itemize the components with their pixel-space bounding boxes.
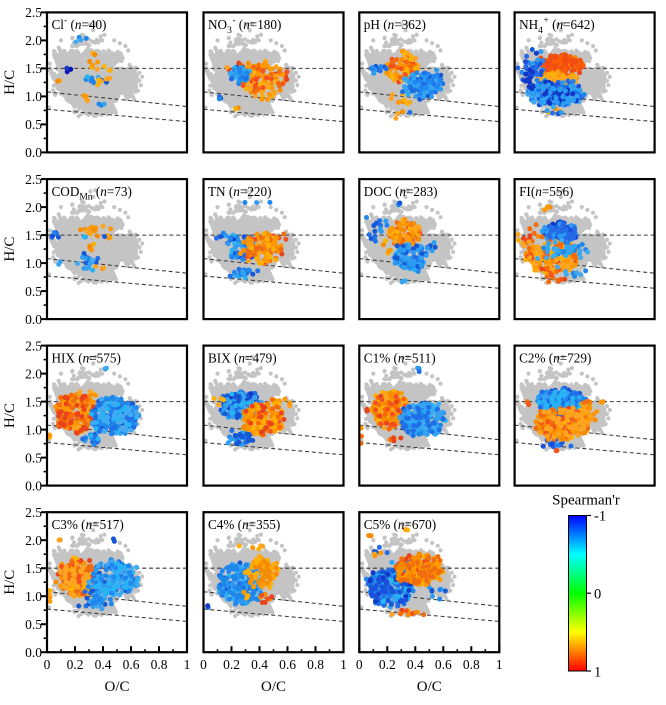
svg-text:0: 0 [44, 657, 51, 672]
svg-text:2.0: 2.0 [25, 366, 42, 381]
svg-text:1.0: 1.0 [25, 422, 42, 437]
svg-text:pH (n=362): pH (n=362) [364, 17, 426, 32]
svg-text:FI(n=556): FI(n=556) [519, 184, 573, 199]
svg-text:C4% (n=355): C4% (n=355) [208, 517, 280, 532]
svg-text:TN (n=220): TN (n=220) [208, 184, 272, 199]
svg-text:NO3- (n=180): NO3- (n=180) [208, 16, 281, 36]
svg-text:0.5: 0.5 [25, 284, 42, 299]
svg-text:1: 1 [496, 657, 503, 672]
svg-text:BIX (n=479): BIX (n=479) [208, 350, 277, 365]
svg-text:0.2: 0.2 [379, 657, 396, 672]
svg-text:-1: -1 [594, 509, 606, 525]
svg-text:0.2: 0.2 [223, 657, 240, 672]
svg-text:NH4+ (n=642): NH4+ (n=642) [519, 16, 595, 36]
svg-text:CODMn (n=73): CODMn (n=73) [52, 184, 132, 203]
svg-text:0.0: 0.0 [25, 645, 42, 660]
svg-text:1.5: 1.5 [25, 61, 42, 76]
svg-text:2.5: 2.5 [25, 338, 42, 353]
svg-text:0.4: 0.4 [95, 657, 112, 672]
svg-text:1.0: 1.0 [25, 589, 42, 604]
svg-text:0.4: 0.4 [407, 657, 424, 672]
svg-text:H/C: H/C [2, 70, 18, 95]
svg-text:0.0: 0.0 [25, 312, 42, 327]
svg-text:1: 1 [184, 657, 191, 672]
svg-text:Spearman'r: Spearman'r [552, 493, 620, 509]
svg-text:O/C: O/C [261, 679, 286, 695]
svg-text:0.8: 0.8 [307, 657, 324, 672]
svg-text:DOC (n=283): DOC (n=283) [364, 184, 438, 199]
svg-text:0.5: 0.5 [25, 617, 42, 632]
svg-text:0.6: 0.6 [279, 657, 296, 672]
svg-text:0.6: 0.6 [123, 657, 140, 672]
svg-text:C1% (n=511): C1% (n=511) [364, 350, 436, 365]
svg-text:0.0: 0.0 [25, 478, 42, 493]
svg-text:1.5: 1.5 [25, 561, 42, 576]
svg-text:H/C: H/C [2, 570, 18, 595]
svg-text:0.0: 0.0 [25, 145, 42, 160]
svg-text:0: 0 [594, 587, 601, 603]
svg-text:0.6: 0.6 [435, 657, 452, 672]
svg-text:1.5: 1.5 [25, 228, 42, 243]
svg-text:0.2: 0.2 [67, 657, 84, 672]
svg-text:0.8: 0.8 [151, 657, 168, 672]
svg-text:2.5: 2.5 [25, 172, 42, 187]
svg-text:0.5: 0.5 [25, 450, 42, 465]
svg-text:C5% (n=670): C5% (n=670) [364, 517, 436, 532]
svg-text:1: 1 [594, 665, 601, 681]
svg-text:0.5: 0.5 [25, 117, 42, 132]
svg-text:1: 1 [340, 657, 347, 672]
svg-text:Cl- (n=40): Cl- (n=40) [52, 16, 107, 32]
svg-text:0.8: 0.8 [463, 657, 480, 672]
svg-text:H/C: H/C [2, 237, 18, 262]
svg-text:1.0: 1.0 [25, 89, 42, 104]
svg-text:2.0: 2.0 [25, 533, 42, 548]
svg-text:H/C: H/C [2, 403, 18, 428]
svg-text:2.0: 2.0 [25, 33, 42, 48]
svg-text:2.5: 2.5 [25, 505, 42, 520]
svg-text:O/C: O/C [104, 679, 129, 695]
svg-text:2.5: 2.5 [25, 5, 42, 20]
svg-text:1.0: 1.0 [25, 256, 42, 271]
svg-text:HIX (n=575): HIX (n=575) [52, 350, 121, 365]
svg-text:0: 0 [200, 657, 207, 672]
svg-text:1.5: 1.5 [25, 394, 42, 409]
svg-text:O/C: O/C [417, 679, 442, 695]
svg-text:C2% (n=729): C2% (n=729) [519, 350, 591, 365]
svg-text:2.0: 2.0 [25, 200, 42, 215]
svg-text:C3% (n=517): C3% (n=517) [52, 517, 124, 532]
svg-text:0.4: 0.4 [251, 657, 268, 672]
svg-text:0: 0 [356, 657, 363, 672]
